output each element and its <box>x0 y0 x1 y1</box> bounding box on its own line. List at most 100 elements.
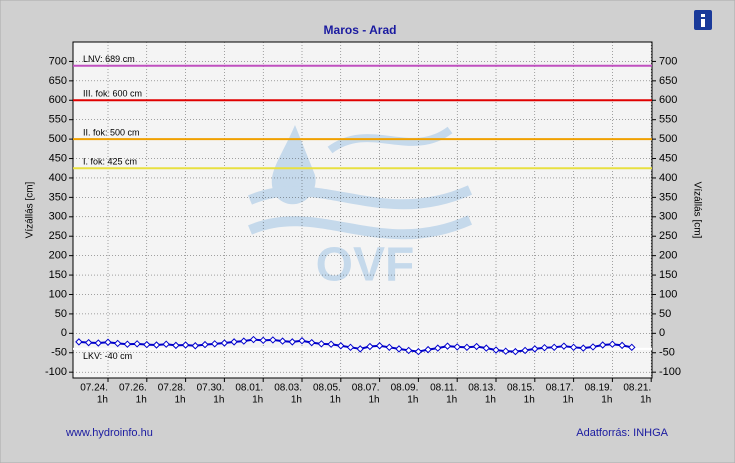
data-point <box>375 342 384 350</box>
y-axis-label: Vízállás [cm] <box>25 181 36 238</box>
data-point <box>181 341 190 349</box>
data-point <box>269 336 277 344</box>
y2-tick-label: 0 <box>659 327 665 339</box>
y-tick-label: 350 <box>49 191 67 203</box>
data-point <box>531 345 539 353</box>
y-tick-label: 150 <box>49 269 67 281</box>
data-point <box>240 337 248 345</box>
data-point <box>162 340 170 348</box>
data-point <box>259 336 267 345</box>
x-tick-sublabel: 1h <box>368 395 379 406</box>
y-tick-label: -50 <box>51 347 67 359</box>
data-point <box>366 342 374 351</box>
y-tick-label: 200 <box>49 250 67 262</box>
x-tick-sublabel: 1h <box>252 395 263 406</box>
y-tick-label: 50 <box>55 308 67 320</box>
data-point <box>84 338 93 347</box>
y-tick-label: -100 <box>45 366 67 378</box>
data-point <box>220 339 229 347</box>
data-point <box>589 343 597 351</box>
data-point <box>356 345 364 353</box>
data-point <box>540 343 549 352</box>
data-point <box>123 340 132 348</box>
y2-tick-label: 600 <box>659 94 677 106</box>
data-point <box>404 346 413 355</box>
y2-tick-label: -50 <box>659 347 675 359</box>
x-tick-label: 07.26. <box>119 383 147 394</box>
y2-tick-label: 700 <box>659 55 677 67</box>
reference-label: II. fok: 500 cm <box>83 127 140 137</box>
y2-tick-label: 500 <box>659 133 677 145</box>
data-point <box>337 342 345 350</box>
data-point <box>385 343 394 352</box>
y-tick-label: 650 <box>49 75 67 87</box>
chart-title: Maros - Arad <box>324 23 397 37</box>
data-point <box>463 343 471 352</box>
data-point <box>501 347 510 355</box>
y2-tick-label: 400 <box>659 172 677 184</box>
data-point <box>75 338 83 346</box>
x-tick-label: 08.21. <box>623 383 651 394</box>
x-tick-sublabel: 1h <box>485 395 496 406</box>
data-point <box>608 340 617 348</box>
x-tick-sublabel: 1h <box>330 395 341 406</box>
data-point <box>569 343 578 352</box>
data-point <box>230 338 238 346</box>
data-point <box>104 338 112 346</box>
x-tick-sublabel: 1h <box>524 395 535 406</box>
x-tick-label: 07.28. <box>158 383 186 394</box>
y2-tick-label: -100 <box>659 366 681 378</box>
data-point <box>414 347 423 356</box>
footer-link[interactable]: www.hydroinfo.hu <box>65 427 153 439</box>
data-point <box>521 346 529 355</box>
x-tick-sublabel: 1h <box>97 395 108 406</box>
data-point <box>288 338 297 346</box>
y-tick-label: 700 <box>49 55 67 67</box>
data-point <box>113 339 122 348</box>
data-point <box>579 344 588 352</box>
data-point <box>628 343 636 352</box>
data-point <box>482 344 491 352</box>
data-point <box>550 343 558 352</box>
x-tick-label: 08.11. <box>430 383 457 394</box>
x-tick-sublabel: 1h <box>407 395 418 406</box>
data-point <box>598 341 607 349</box>
y-tick-label: 100 <box>49 288 67 300</box>
info-button[interactable] <box>694 10 712 30</box>
data-point <box>278 337 287 345</box>
data-point <box>210 340 219 348</box>
data-point <box>453 343 461 351</box>
series-line <box>78 338 632 353</box>
y-tick-label: 300 <box>49 211 67 223</box>
data-point <box>560 342 568 350</box>
y-tick-label: 550 <box>49 114 67 126</box>
data-point <box>327 340 335 348</box>
data-point <box>618 341 626 350</box>
x-tick-sublabel: 1h <box>213 395 224 406</box>
data-point <box>346 343 355 352</box>
data-point <box>133 340 141 348</box>
data-point <box>201 340 209 349</box>
y2-tick-label: 350 <box>659 191 677 203</box>
y2-tick-label: 200 <box>659 250 677 262</box>
x-tick-label: 08.15. <box>507 383 535 394</box>
data-point <box>143 340 151 349</box>
x-tick-sublabel: 1h <box>562 395 573 406</box>
data-point <box>492 346 500 354</box>
data-point <box>443 342 452 350</box>
data-point <box>317 340 326 348</box>
y2-tick-label: 650 <box>659 75 677 87</box>
data-point <box>298 337 306 345</box>
y-tick-label: 250 <box>49 230 67 242</box>
data-point <box>395 345 403 353</box>
y2-tick-label: 150 <box>659 269 677 281</box>
footer-source: Adatforrás: INHGA <box>576 427 668 439</box>
data-point <box>249 335 258 344</box>
x-tick-sublabel: 1h <box>174 395 185 406</box>
data-point <box>152 341 161 349</box>
data-point <box>94 339 103 347</box>
y2-tick-label: 450 <box>659 152 677 164</box>
data-point <box>424 345 432 354</box>
x-tick-label: 08.01. <box>235 383 263 394</box>
data-point <box>191 342 200 350</box>
